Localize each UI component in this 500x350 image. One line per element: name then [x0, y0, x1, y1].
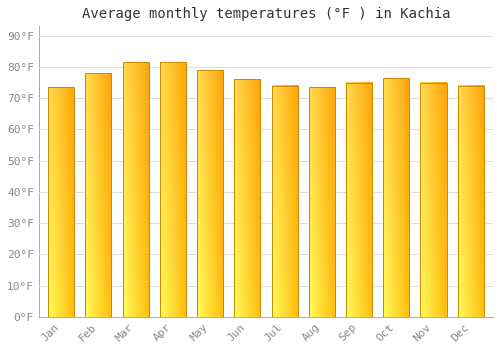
Bar	[272, 86, 297, 317]
Bar	[48, 87, 74, 317]
Title: Average monthly temperatures (°F ) in Kachia: Average monthly temperatures (°F ) in Ka…	[82, 7, 450, 21]
Bar	[197, 70, 223, 317]
Bar	[86, 73, 112, 317]
Bar	[346, 83, 372, 317]
Bar	[383, 78, 409, 317]
Bar	[234, 79, 260, 317]
Bar	[122, 62, 148, 317]
Bar	[420, 83, 446, 317]
Bar	[458, 86, 483, 317]
Bar	[308, 87, 335, 317]
Bar	[160, 62, 186, 317]
